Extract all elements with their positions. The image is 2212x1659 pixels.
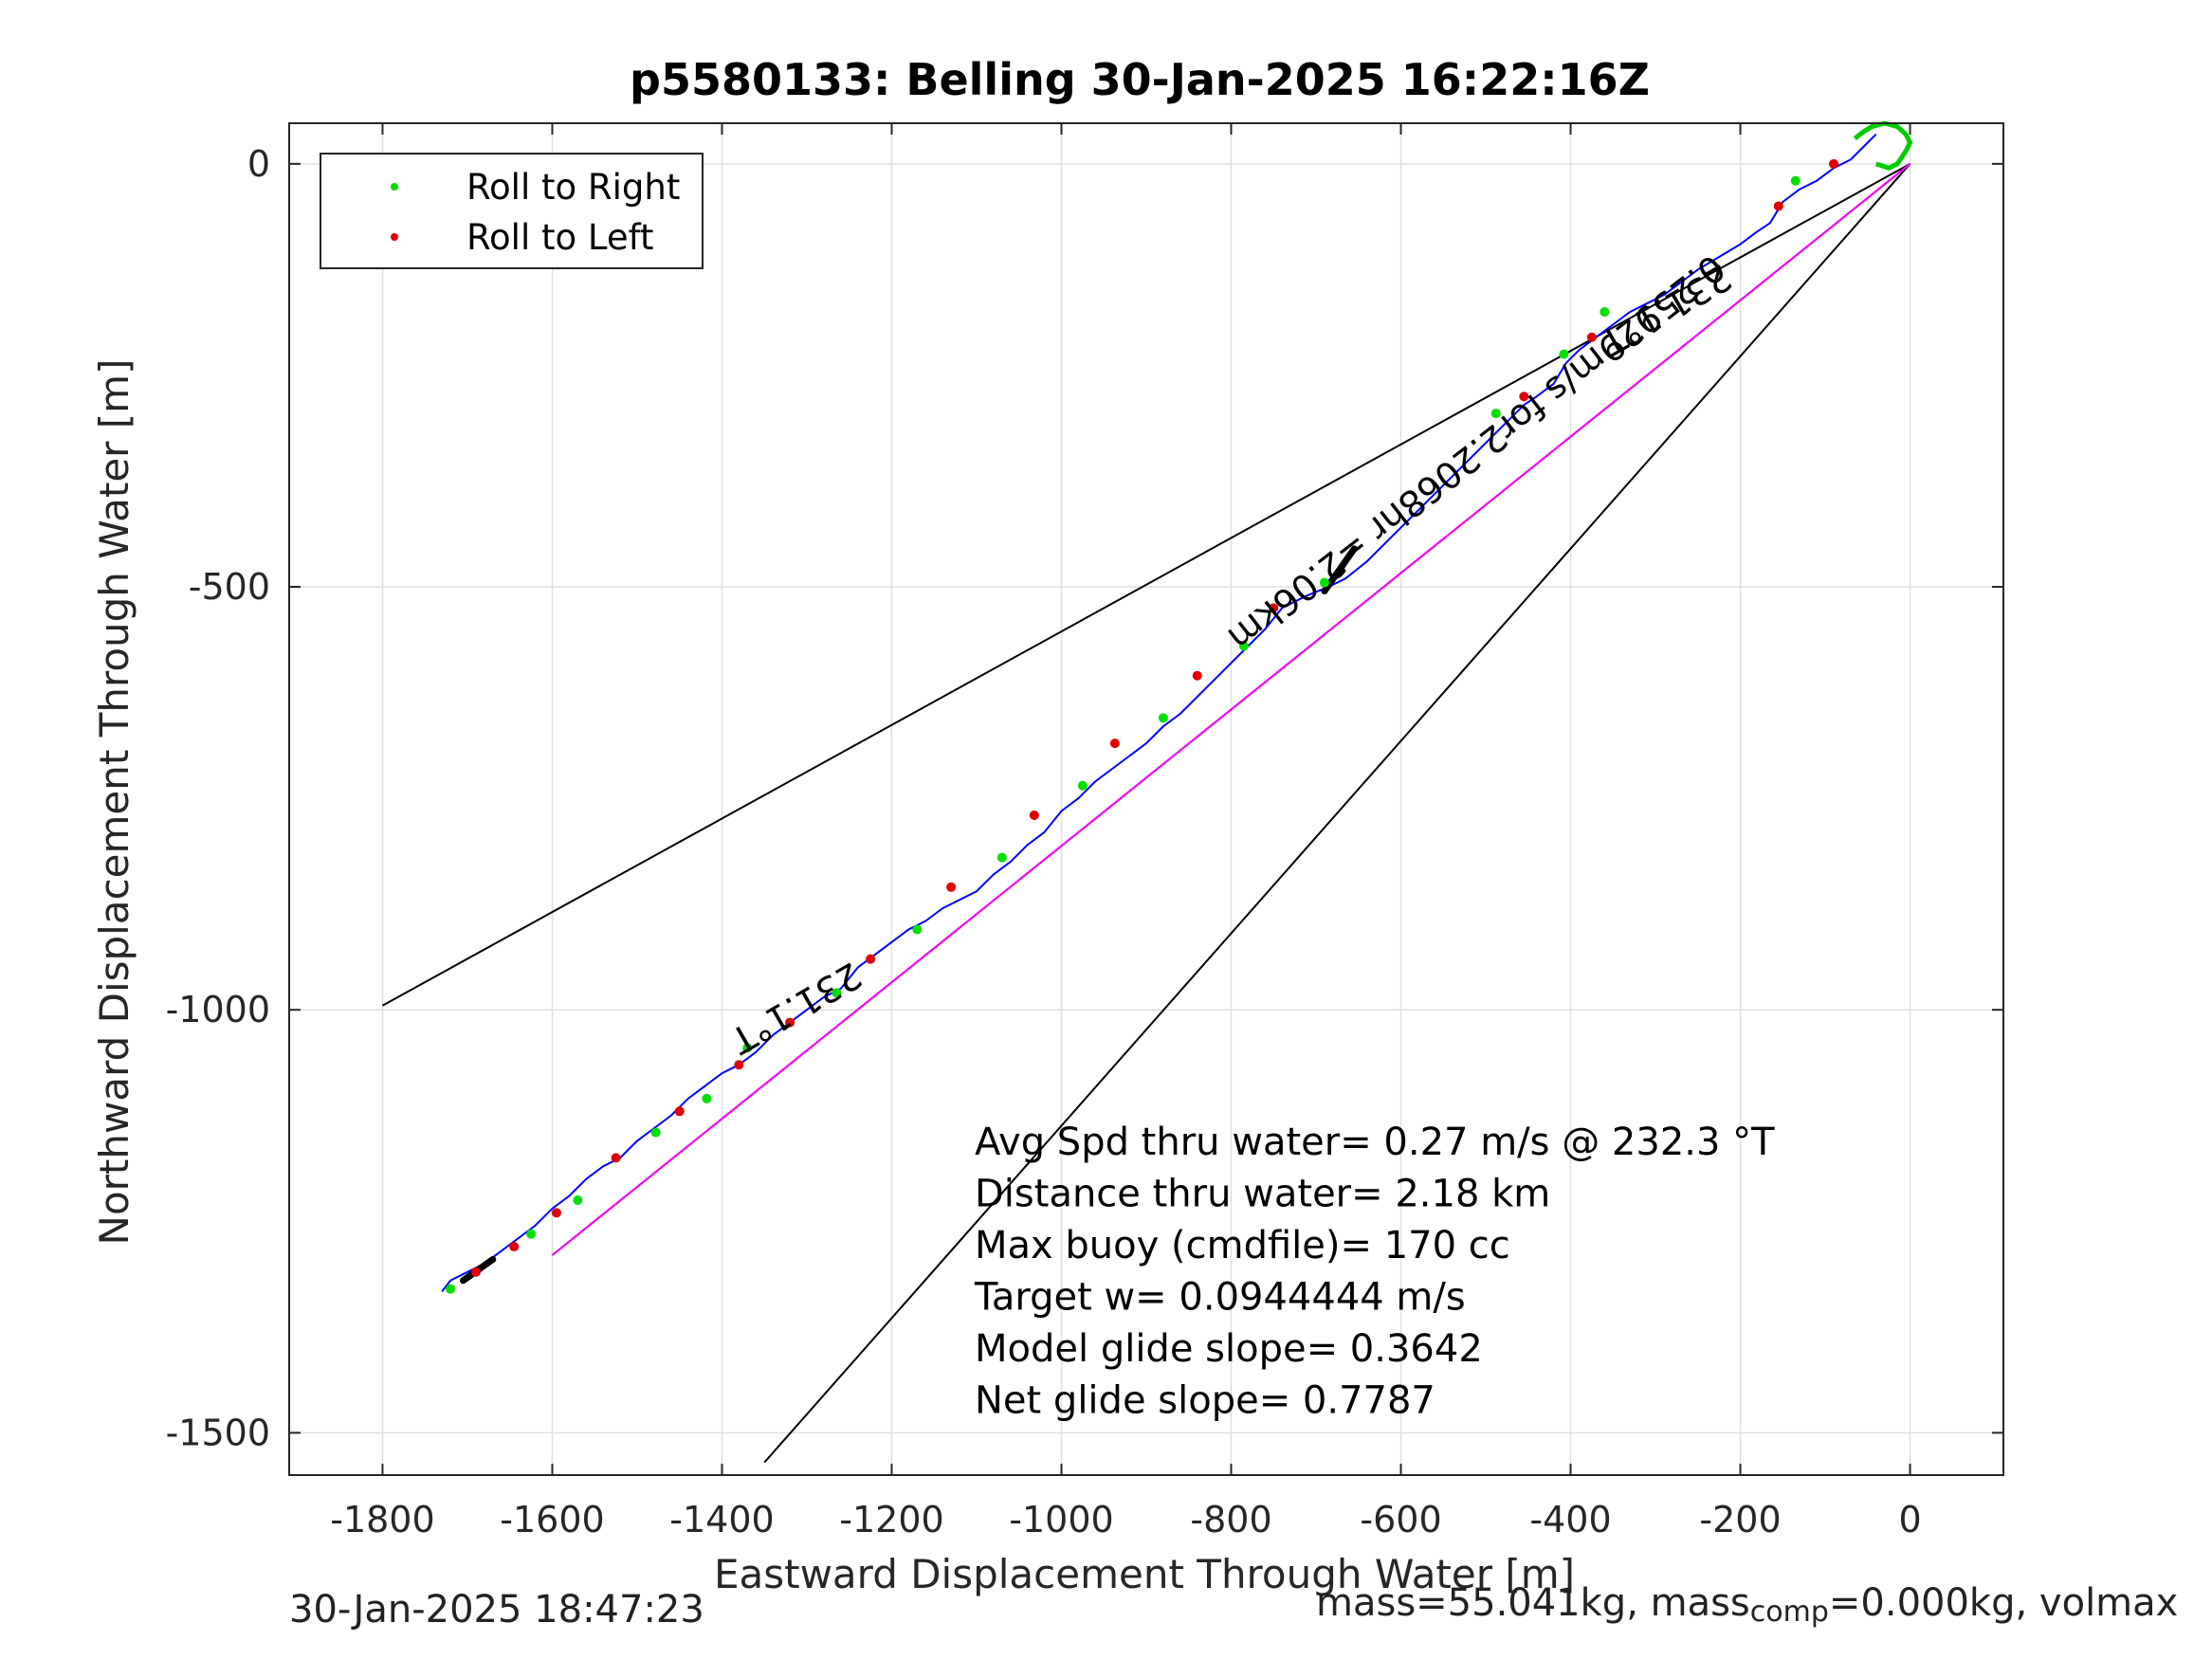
x-tick-label: -1400	[669, 1499, 774, 1540]
legend-label: Roll to Right	[466, 167, 680, 208]
roll-left-point	[674, 1106, 685, 1117]
stats-block: Avg Spd thru water= 0.27 m/s @ 232.3 °T D…	[974, 1121, 1775, 1423]
roll-left-point	[1269, 603, 1279, 613]
stat-line: Max buoy (cmdfile)= 170 cc	[975, 1224, 1510, 1267]
roll-right-point	[1158, 713, 1168, 723]
legend: Roll to Right Roll to Left	[320, 153, 704, 269]
roll-left-point	[611, 1153, 621, 1163]
roll-right-point	[702, 1093, 712, 1103]
x-tick-label: 0	[1898, 1499, 1921, 1540]
y-axis-label: Northward Displacement Through Water [m]	[91, 359, 137, 1246]
grid-lines	[289, 123, 2003, 1475]
roll-left-point	[1029, 810, 1039, 820]
footer-timestamp: 30-Jan-2025 18:47:23	[289, 1588, 704, 1632]
x-tick-label: -400	[1529, 1499, 1611, 1540]
x-tick-label: -1600	[500, 1499, 604, 1540]
roll-left-point	[946, 882, 957, 892]
series-line	[441, 133, 1877, 1292]
roll-left-point	[1519, 392, 1529, 402]
roll-right-point	[1490, 409, 1501, 419]
x-tick-label: -1800	[330, 1499, 434, 1540]
roll-right-point	[832, 988, 842, 998]
y-tick-label: 0	[247, 143, 270, 185]
roll-left-point	[1773, 201, 1783, 211]
legend-label: Roll to Left	[466, 217, 654, 258]
thick-segment	[1321, 545, 1358, 594]
legend-box	[320, 153, 704, 269]
roll-left-point	[1828, 158, 1838, 169]
roll-left-point	[1586, 332, 1597, 342]
roll-right-point	[996, 852, 1007, 863]
roll-right-point	[650, 1127, 661, 1138]
series-line	[1853, 120, 1913, 171]
stat-line: Avg Spd thru water= 0.27 m/s @ 232.3 °T	[975, 1121, 1775, 1164]
chart-title: p5580133: Belling 30-Jan-2025 16:22:16Z	[630, 54, 1650, 105]
footer-mass: mass=55.041kg, masscomp=0.000kg, volmax	[1316, 1581, 2179, 1629]
x-tick-label: -800	[1190, 1499, 1271, 1540]
series-group	[441, 120, 1913, 1292]
roll-right-point	[1600, 306, 1610, 317]
roll-right-point	[1319, 577, 1329, 588]
roll-right-point	[1238, 641, 1249, 651]
roll-left-point	[734, 1060, 744, 1070]
stat-line: Target w= 0.0944444 m/s	[974, 1276, 1466, 1320]
axes-box	[288, 122, 2004, 1476]
rotated-annotation: 231.1°T	[723, 954, 868, 1062]
axis-ticks: -1800 -1600 -1400 -1200 -1000 -800 -600 -400 -20…	[166, 123, 2003, 1540]
roll-left-point	[509, 1242, 520, 1252]
series-line	[551, 163, 1911, 1256]
roll-right-point	[573, 1194, 583, 1205]
legend-marker	[391, 183, 398, 191]
mass-text: mass=55.041kg, mass	[1316, 1581, 1750, 1625]
x-axis-label: Eastward Displacement Through Water [m]	[714, 1551, 1575, 1597]
x-tick-label: -200	[1699, 1499, 1781, 1540]
mass-subscript: comp	[1749, 1595, 1829, 1629]
roll-right-point	[526, 1229, 537, 1239]
roll-left-point	[551, 1208, 561, 1218]
y-tick-label: -1500	[166, 1412, 270, 1453]
roll-right-point	[1077, 780, 1088, 791]
stat-line: Distance thru water= 2.18 km	[975, 1173, 1550, 1216]
roll-left-point	[866, 954, 876, 964]
reference-line	[381, 162, 1911, 1007]
roll-right-point	[1559, 349, 1569, 359]
reference-line	[763, 163, 1911, 1464]
roll-left-point	[470, 1267, 481, 1277]
y-tick-label: -1000	[166, 989, 270, 1030]
roll-right-point	[446, 1284, 456, 1294]
mass-rest: =0.000kg, volmax	[1828, 1581, 2179, 1625]
x-tick-label: -1000	[1009, 1499, 1113, 1540]
roll-right-point	[912, 924, 923, 935]
roll-left-point	[785, 1017, 795, 1028]
y-tick-label: -500	[189, 566, 270, 608]
stat-line: Net glide slope= 0.7787	[975, 1379, 1435, 1423]
legend-marker	[391, 233, 398, 241]
roll-right-point	[1790, 175, 1801, 186]
x-tick-label: -600	[1360, 1499, 1441, 1540]
roll-points	[446, 158, 1838, 1294]
reference-lines	[381, 162, 1911, 1464]
roll-left-point	[1192, 670, 1202, 681]
x-tick-label: -1200	[839, 1499, 943, 1540]
roll-left-point	[1109, 738, 1120, 749]
roll-right-point	[742, 1043, 753, 1053]
stat-line: Model glide slope= 0.3642	[975, 1327, 1483, 1371]
